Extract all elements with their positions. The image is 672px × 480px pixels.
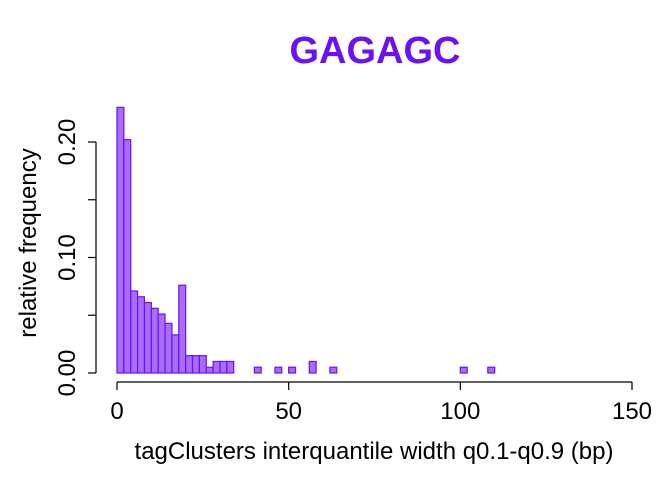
histogram-bar — [308, 360, 317, 374]
histogram-bar — [178, 284, 187, 374]
histogram-bar — [253, 366, 262, 374]
histogram-bar — [137, 296, 146, 374]
histogram-bar — [226, 360, 235, 374]
histogram-bars — [116, 106, 496, 374]
histogram-bar — [116, 106, 125, 374]
histogram-bar — [123, 139, 132, 374]
histogram-bar — [274, 366, 283, 374]
histogram-bar — [288, 366, 297, 374]
histogram-bar — [487, 366, 496, 374]
x-axis-title: tagClusters interquantile width q0.1-q0.… — [135, 438, 614, 465]
histogram-bar — [212, 360, 221, 374]
x-tick-label: 0 — [110, 398, 123, 425]
histogram-bar — [150, 307, 159, 374]
y-axis-title: relative frequency — [15, 148, 42, 337]
histogram-bar — [164, 322, 173, 374]
histogram-bar — [219, 360, 228, 374]
histogram-bar — [198, 355, 207, 374]
x-tick-label: 150 — [612, 398, 652, 425]
histogram-bar — [191, 355, 201, 374]
histogram-bar — [130, 290, 139, 374]
histogram-bar — [143, 301, 152, 374]
histogram-bar — [459, 366, 468, 374]
y-tick-label: 0.20 — [54, 119, 81, 166]
x-tick-label: 100 — [440, 398, 480, 425]
chart-title: GAGAGC — [290, 30, 461, 72]
histogram-bar — [185, 355, 194, 374]
histogram-bar — [329, 366, 338, 374]
histogram-bar — [157, 313, 166, 374]
histogram-bar — [171, 334, 180, 374]
y-tick-label: 0.00 — [54, 350, 81, 397]
x-tick-label: 50 — [275, 398, 302, 425]
y-axis: 0.00 0.10 0.20 — [54, 119, 97, 397]
y-tick-label: 0.10 — [54, 234, 81, 281]
histogram-bar — [205, 366, 214, 374]
x-axis: 0 50 100 150 — [110, 381, 652, 425]
